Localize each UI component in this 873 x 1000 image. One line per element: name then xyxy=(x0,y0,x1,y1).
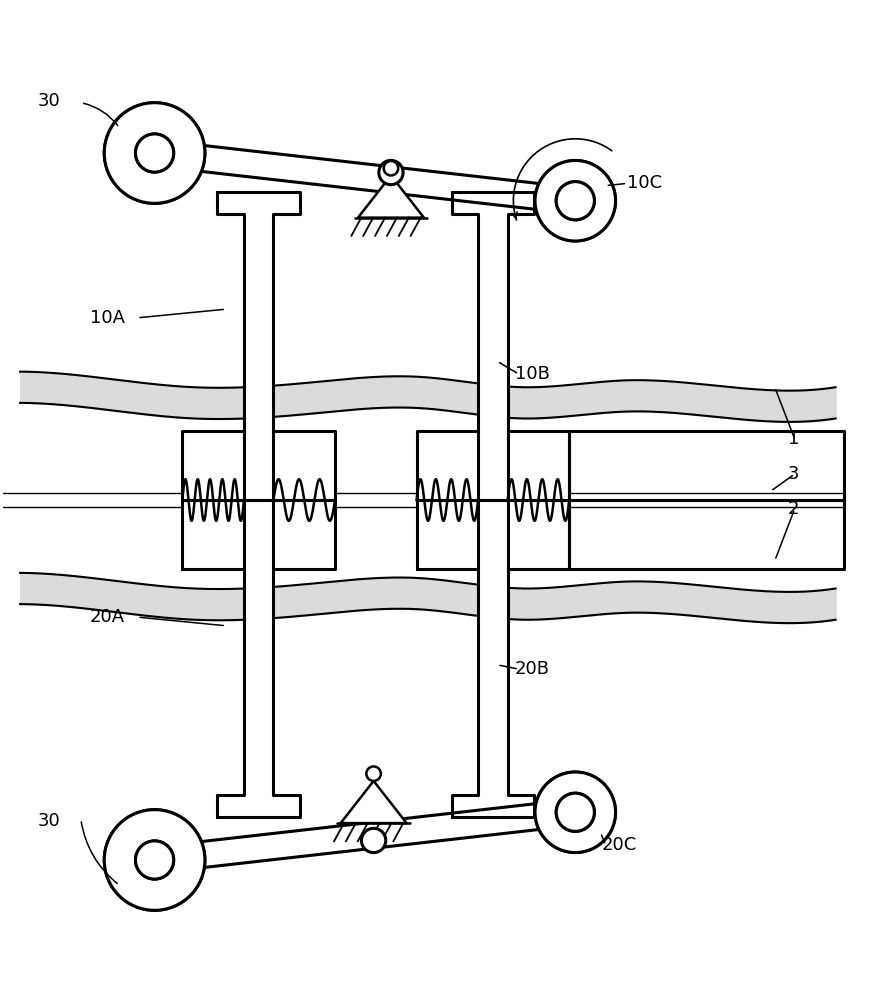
Text: 10B: 10B xyxy=(514,365,549,383)
Text: 30: 30 xyxy=(38,92,60,110)
Polygon shape xyxy=(182,500,335,569)
Circle shape xyxy=(104,810,205,910)
Circle shape xyxy=(135,134,174,172)
Text: 10A: 10A xyxy=(90,309,125,327)
Circle shape xyxy=(367,766,381,781)
Text: 10C: 10C xyxy=(628,174,663,192)
Circle shape xyxy=(556,182,595,220)
Polygon shape xyxy=(358,175,424,218)
Polygon shape xyxy=(569,500,844,569)
Polygon shape xyxy=(451,192,534,500)
Circle shape xyxy=(135,134,174,172)
Text: 30: 30 xyxy=(38,812,60,830)
Circle shape xyxy=(556,793,595,831)
Circle shape xyxy=(361,828,386,853)
Circle shape xyxy=(535,160,615,241)
Circle shape xyxy=(135,841,174,879)
Polygon shape xyxy=(153,140,577,214)
Text: 20A: 20A xyxy=(90,608,125,626)
Polygon shape xyxy=(416,431,569,500)
Text: 2: 2 xyxy=(787,500,800,518)
Circle shape xyxy=(535,160,615,241)
Circle shape xyxy=(379,160,403,185)
Text: 20C: 20C xyxy=(601,836,636,854)
Circle shape xyxy=(556,793,595,831)
Polygon shape xyxy=(217,192,300,500)
Circle shape xyxy=(535,772,615,853)
Circle shape xyxy=(104,103,205,203)
Text: 1: 1 xyxy=(787,430,799,448)
Polygon shape xyxy=(340,781,407,823)
Text: 3: 3 xyxy=(787,465,800,483)
Circle shape xyxy=(384,161,398,175)
Polygon shape xyxy=(182,431,335,500)
Circle shape xyxy=(535,772,615,853)
Polygon shape xyxy=(569,431,844,500)
Circle shape xyxy=(104,810,205,910)
Circle shape xyxy=(135,841,174,879)
Circle shape xyxy=(104,103,205,203)
Circle shape xyxy=(556,182,595,220)
Polygon shape xyxy=(416,500,569,569)
Polygon shape xyxy=(153,799,577,873)
Polygon shape xyxy=(451,500,534,817)
Polygon shape xyxy=(217,500,300,817)
Text: 20B: 20B xyxy=(514,660,550,678)
